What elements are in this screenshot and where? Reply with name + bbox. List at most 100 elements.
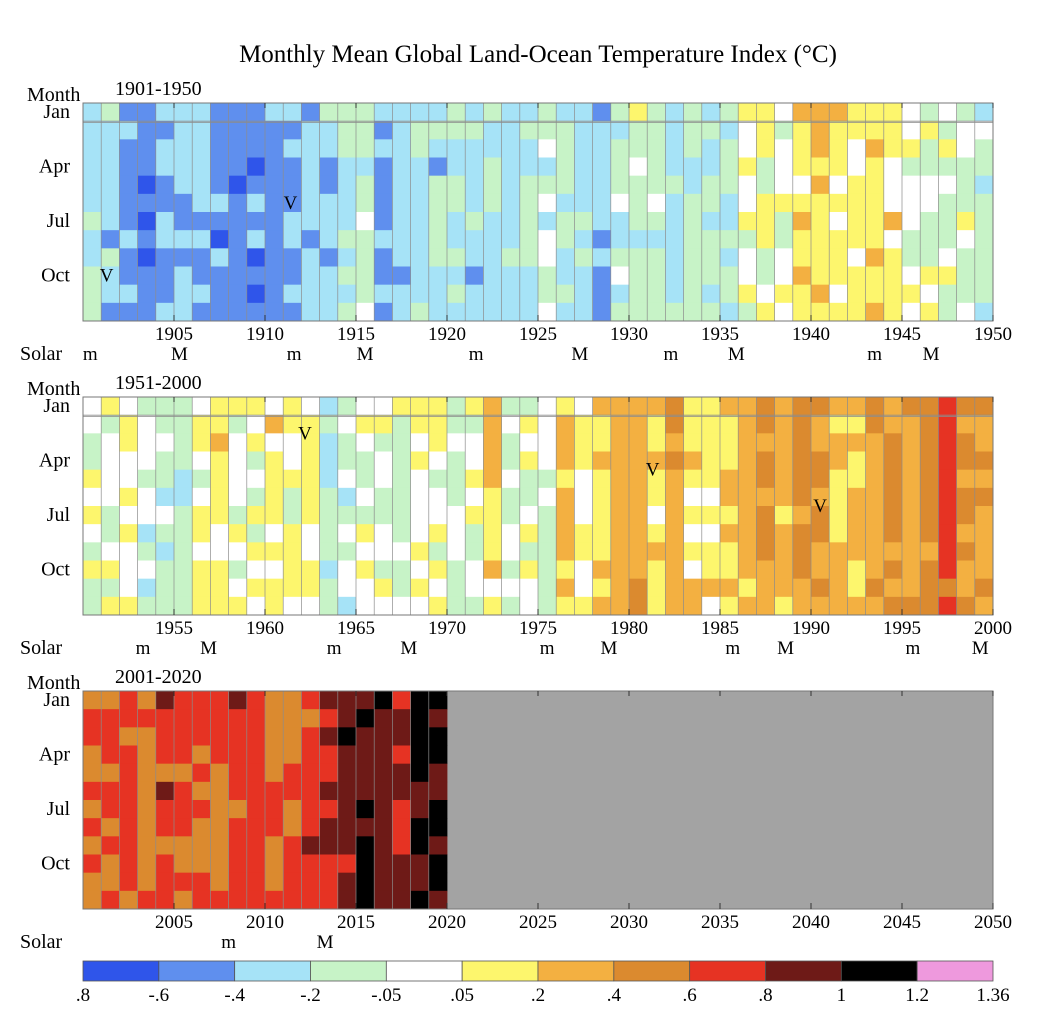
heatmap-cell [101,727,120,746]
heatmap-cell [301,415,320,434]
heatmap-cell [683,284,703,304]
heatmap-cell [956,266,976,286]
heatmap-cell [756,175,775,195]
heatmap-cell [410,763,430,783]
heatmap-cell [174,397,193,416]
heatmap-cell [574,248,593,267]
heatmap-cell [883,487,903,507]
heatmap-cell [319,596,339,616]
heatmap-cell [556,542,575,561]
heatmap-cell [574,415,593,434]
heatmap-cell [501,506,521,525]
heatmap-cell [83,230,102,249]
heatmap-cell [792,506,812,525]
heatmap-cell [101,836,120,855]
heatmap-cell [920,139,939,158]
heatmap-cell [847,596,866,616]
heatmap-cell [465,433,484,452]
heatmap-cell [210,524,229,543]
heatmap-cell [902,451,921,471]
heatmap-cell [283,763,302,783]
heatmap-cell [337,397,357,416]
heatmap-cell [210,433,229,452]
heatmap-cell [410,890,430,910]
heatmap-cell [865,397,885,416]
heatmap-cell [119,487,138,507]
x-tick-label: 2010 [246,912,284,933]
heatmap-cell [301,781,320,801]
heatmap-cell [374,691,393,710]
heatmap-cell [811,175,830,195]
heatmap-cell [556,157,575,177]
heatmap-cell [210,212,229,231]
x-tick-label: 2000 [974,618,1012,639]
heatmap-cell [683,469,703,489]
heatmap-cell [119,415,138,434]
heatmap-cell [629,560,648,580]
heatmap-cell [592,524,612,543]
heatmap-cell [556,230,575,249]
heatmap-cell [119,139,138,158]
heatmap-cell [319,578,339,598]
heatmap-cell [538,248,557,267]
heatmap-cell [265,854,284,874]
heatmap-cell [501,560,521,580]
heatmap-cell [428,433,448,452]
heatmap-cell [101,691,120,710]
color-bar-segment [537,960,615,982]
heatmap-cell [356,193,375,213]
heatmap-cell [829,415,848,434]
heatmap-cell [738,103,757,122]
heatmap-cell [774,451,794,471]
heatmap-cell [119,800,138,819]
heatmap-cell [829,578,848,598]
heatmap-cell [665,560,684,580]
heatmap-cell [447,212,466,231]
heatmap-cell [301,542,320,561]
heatmap-cell [683,212,703,231]
heatmap-cell [902,596,921,616]
heatmap-cell [556,397,575,416]
heatmap-cell [629,212,648,231]
heatmap-cell [337,469,357,489]
heatmap-cell [210,469,229,489]
heatmap-cell [447,506,466,525]
heatmap-cell [938,506,957,525]
heatmap-cell [938,415,957,434]
heatmap-cell [829,121,848,140]
heatmap-cell [155,745,175,765]
heatmap-cell [538,578,557,598]
heatmap-cell [119,212,138,231]
heatmap-cell [720,121,739,140]
heatmap-cell [83,139,102,158]
heatmap-cell [392,836,411,855]
heatmap-cell [665,578,684,598]
heatmap-cell [774,230,794,249]
heatmap-cell [610,284,630,304]
heatmap-cell [410,302,430,322]
heatmap-cell [210,266,229,286]
heatmap-cell [101,302,120,322]
heatmap-cell [629,506,648,525]
heatmap-cell [356,103,375,122]
heatmap-cell [83,709,102,728]
heatmap-cell [410,266,430,286]
heatmap-cell [665,506,684,525]
heatmap-cell [410,691,430,710]
heatmap-cell [174,800,193,819]
heatmap-cell [647,103,666,122]
heatmap-cell [938,157,957,177]
heatmap-cell [701,433,721,452]
heatmap-cell [392,872,411,892]
heatmap-cell [137,121,157,140]
heatmap-cell [738,139,757,158]
heatmap-cell [465,157,484,177]
solar-minimum-marker: m [287,344,302,365]
heatmap-cell [792,578,812,598]
heatmap-cell [465,193,484,213]
heatmap-cell [519,121,539,140]
heatmap-cell [701,284,721,304]
heatmap-cell [574,596,593,616]
heatmap-cell [265,433,284,452]
heatmap-cell [119,836,138,855]
